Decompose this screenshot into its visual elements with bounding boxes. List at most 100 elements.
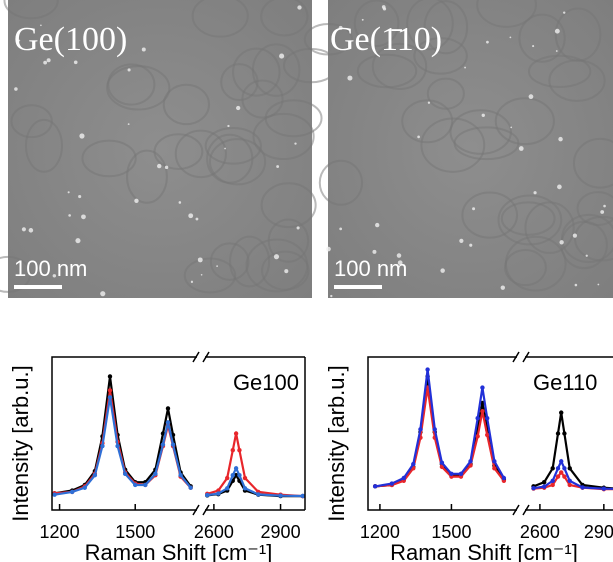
speck bbox=[134, 198, 139, 203]
speck bbox=[157, 163, 162, 169]
speck bbox=[361, 18, 364, 21]
speck bbox=[597, 283, 600, 286]
speck bbox=[127, 123, 130, 126]
data-point bbox=[550, 478, 555, 483]
grain bbox=[527, 54, 592, 88]
grain bbox=[413, 37, 468, 75]
speck bbox=[603, 204, 606, 208]
series-line bbox=[207, 465, 303, 498]
speck bbox=[81, 214, 86, 220]
speck bbox=[562, 11, 566, 14]
grain bbox=[174, 129, 227, 179]
speck bbox=[164, 165, 169, 170]
data-point bbox=[580, 485, 585, 490]
grain bbox=[232, 47, 281, 97]
grain bbox=[264, 99, 323, 138]
grain bbox=[245, 238, 309, 293]
speck bbox=[284, 269, 289, 274]
speck bbox=[347, 75, 353, 81]
grain bbox=[318, 159, 364, 206]
data-point bbox=[480, 385, 485, 390]
data-point bbox=[178, 473, 183, 478]
axis-break bbox=[192, 504, 210, 516]
speck bbox=[52, 274, 57, 278]
data-point bbox=[165, 406, 171, 411]
data-point bbox=[160, 431, 166, 436]
sem-panel: Ge(1̄10) 100 nm bbox=[303, 0, 613, 298]
grain bbox=[449, 109, 512, 155]
speck bbox=[532, 45, 535, 48]
speck bbox=[558, 136, 563, 142]
grain bbox=[220, 63, 259, 102]
x-tick-label: 1200 bbox=[360, 522, 400, 542]
speck bbox=[197, 257, 203, 263]
data-point bbox=[188, 485, 193, 490]
grain bbox=[518, 13, 566, 63]
grain bbox=[524, 201, 575, 254]
data-point bbox=[122, 471, 128, 477]
x-axis-label: Raman Shift [cm⁻¹] bbox=[85, 540, 273, 562]
speck bbox=[338, 25, 343, 30]
speck bbox=[100, 291, 106, 297]
speck bbox=[294, 142, 297, 145]
data-point bbox=[541, 479, 547, 485]
data-point bbox=[468, 459, 473, 464]
data-point bbox=[432, 427, 437, 432]
x-tick-label: 1500 bbox=[431, 522, 471, 542]
data-point bbox=[458, 471, 464, 477]
speck bbox=[555, 50, 558, 52]
y-axis-label: Intensity [arb.u.] bbox=[8, 365, 33, 522]
speck bbox=[427, 101, 431, 104]
grain bbox=[260, 0, 309, 37]
speck bbox=[459, 238, 464, 243]
speck bbox=[68, 214, 71, 217]
speck bbox=[279, 53, 285, 59]
speck bbox=[40, 272, 43, 275]
grain bbox=[3, 0, 59, 20]
grain bbox=[576, 191, 613, 226]
grain bbox=[423, 0, 469, 55]
data-point bbox=[237, 447, 242, 453]
scale-bar bbox=[334, 285, 382, 289]
speck bbox=[375, 222, 380, 228]
speck bbox=[190, 280, 194, 283]
data-point bbox=[492, 459, 497, 464]
data-point bbox=[52, 492, 57, 497]
grain bbox=[406, 0, 454, 51]
data-point bbox=[82, 485, 87, 490]
speck bbox=[339, 227, 343, 231]
speck bbox=[472, 207, 476, 211]
speck bbox=[78, 194, 82, 199]
data-point bbox=[567, 478, 572, 483]
series-line bbox=[375, 376, 505, 488]
grain bbox=[426, 77, 465, 110]
series-line bbox=[54, 390, 192, 495]
speck bbox=[396, 253, 402, 258]
data-point bbox=[225, 475, 230, 481]
grain bbox=[229, 235, 271, 288]
speck bbox=[585, 254, 588, 257]
speck bbox=[141, 47, 146, 52]
speck bbox=[559, 240, 564, 245]
grain bbox=[371, 42, 428, 91]
x-tick-label: 2900 bbox=[261, 522, 301, 542]
data-point bbox=[170, 442, 176, 447]
data-point bbox=[230, 447, 235, 453]
data-point bbox=[230, 473, 235, 478]
data-point bbox=[165, 420, 171, 425]
grain bbox=[303, 23, 353, 56]
series-line bbox=[206, 433, 303, 498]
panel-label: Ge(100) bbox=[14, 21, 127, 58]
grain bbox=[260, 182, 317, 229]
data-point bbox=[555, 474, 561, 479]
speck bbox=[518, 146, 524, 151]
speck bbox=[43, 60, 48, 65]
speck bbox=[79, 133, 85, 139]
speck bbox=[533, 191, 537, 195]
speck bbox=[273, 254, 280, 260]
data-point bbox=[559, 459, 564, 464]
data-point bbox=[480, 409, 485, 414]
x-axis-label: Raman Shift [cm⁻¹] bbox=[390, 540, 578, 562]
speck bbox=[18, 39, 21, 42]
